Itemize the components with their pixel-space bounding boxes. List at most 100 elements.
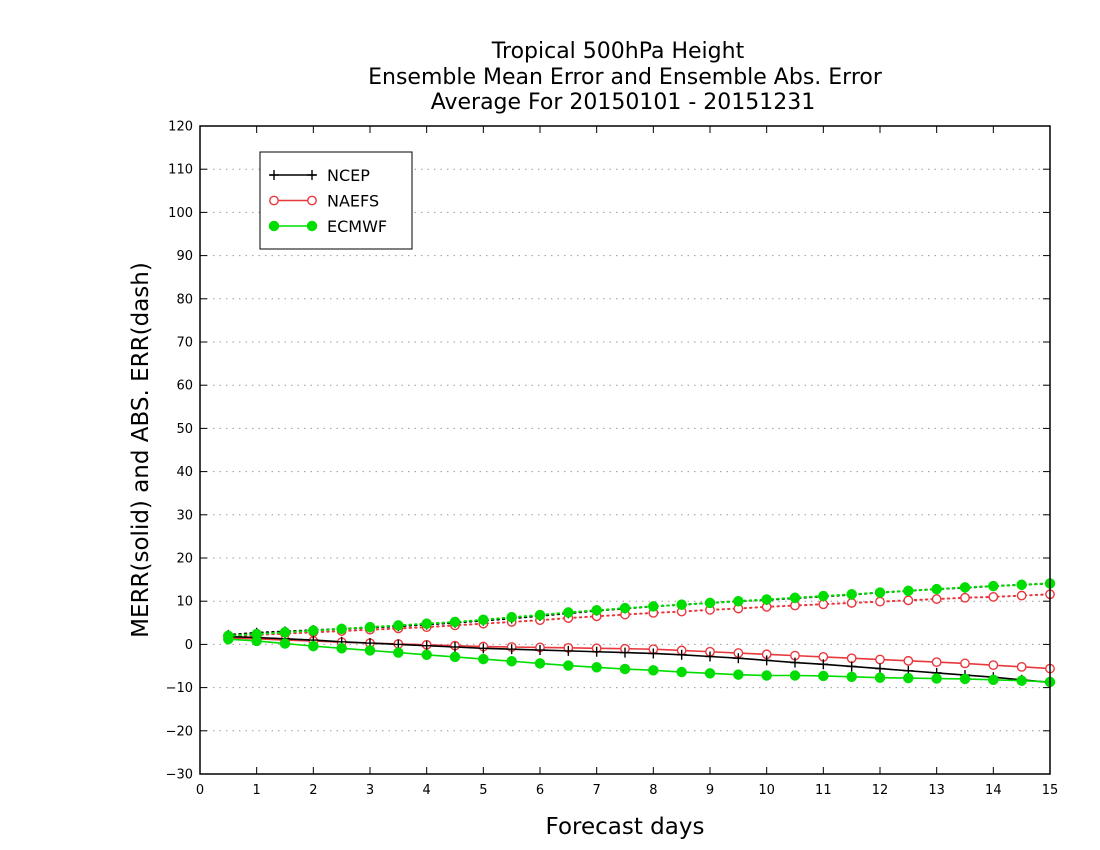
legend-naefs-label: NAEFS: [327, 192, 379, 211]
series-ecmwf-merr-point: [789, 670, 801, 681]
series-ecmwf-merr-point: [449, 651, 461, 663]
series-naefs-abserr-point: [1016, 590, 1027, 601]
series-ecmwf-merr-point: [223, 633, 234, 645]
x-tick-label: 15: [1042, 783, 1059, 798]
series-ecmwf-merr-line: [228, 638, 1051, 683]
series-ecmwf-abserr-point: [676, 599, 687, 610]
series-ncep-abserr-line: [227, 582, 1051, 636]
x-tick-label: 6: [536, 783, 544, 798]
series-ecmwf-abserr-point: [619, 602, 631, 614]
legend-ncep-marker-left: [269, 170, 279, 180]
series-ecmwf-abserr-point: [563, 607, 574, 618]
legend-ncep-label: NCEP: [327, 166, 370, 185]
y-tick-label: −20: [166, 724, 193, 739]
series-naefs-merr-point: [1016, 661, 1027, 672]
series-naefs-abserr-line: [227, 593, 1051, 638]
series-ncep-merr-point: [506, 644, 517, 655]
legend-naefs-marker-left: [269, 195, 279, 206]
y-tick-label: 20: [176, 552, 193, 567]
legend-naefs-marker-right: [307, 195, 317, 206]
series-naefs-abserr-point: [931, 594, 942, 604]
y-tick-label: 120: [168, 120, 193, 135]
x-tick-label: 11: [815, 783, 832, 798]
series-ecmwf-abserr-point: [1016, 579, 1027, 591]
legend-ecmwf-label: ECMWF: [327, 217, 387, 236]
series-markers: [223, 578, 1056, 688]
x-tick-label: 4: [423, 783, 431, 798]
y-tick-label: −30: [166, 768, 193, 783]
series-ecmwf-abserr-point: [449, 616, 461, 628]
chart-title-line-1: Tropical 500hPa Height: [491, 39, 745, 64]
y-tick-label: 110: [168, 163, 193, 178]
series-ecmwf-merr-point: [421, 649, 432, 661]
series-ncep-merr-point: [846, 661, 857, 672]
series-naefs-merr-point: [960, 658, 970, 669]
series-ecmwf-merr-point: [846, 671, 857, 683]
x-tick-label: 1: [253, 783, 261, 798]
series-ecmwf-merr-point: [393, 647, 404, 658]
series-ncep-merr-point: [620, 647, 630, 658]
series-ecmwf-merr-point: [704, 668, 716, 679]
series-ecmwf-abserr-line: [227, 582, 1051, 637]
series-ecmwf-abserr-point: [761, 594, 772, 605]
series-ncep-merr-point: [790, 657, 800, 668]
series-ecmwf-merr-point: [874, 672, 886, 683]
y-tick-label: −10: [166, 681, 193, 696]
series-ecmwf-merr-point: [676, 666, 687, 678]
series-ecmwf-merr-point: [279, 638, 291, 649]
series-naefs-merr-point: [875, 654, 885, 665]
series-ecmwf-abserr-point: [818, 590, 829, 602]
series-ncep-merr-point: [818, 659, 829, 670]
series-ncep-merr-point: [591, 646, 602, 657]
series-ecmwf-abserr-point: [506, 611, 517, 623]
series-ecmwf-abserr-point: [931, 583, 942, 595]
series-naefs-abserr-point: [846, 598, 857, 608]
series-ncep-merr-point: [761, 655, 772, 666]
series-ncep-merr-point: [563, 645, 574, 656]
x-tick-label: 13: [928, 783, 945, 798]
y-tick-label: 90: [176, 249, 193, 264]
series-naefs-merr-point: [931, 657, 942, 668]
x-tick-label: 2: [309, 783, 317, 798]
series-ecmwf-abserr-point: [648, 601, 659, 612]
series-ecmwf-merr-point: [733, 669, 744, 680]
series-ecmwf-merr-point: [818, 670, 829, 682]
series-ecmwf-merr-point: [1016, 675, 1027, 686]
legend-ecmwf-marker-left: [268, 220, 280, 232]
y-tick-label: 0: [185, 638, 193, 653]
series-ecmwf-abserr-point: [988, 580, 999, 592]
x-tick-label: 0: [196, 783, 204, 798]
series-naefs-merr-point: [988, 660, 999, 671]
series-ecmwf-abserr-point: [704, 597, 716, 609]
series-ecmwf-merr-point: [364, 645, 376, 656]
y-tick-label: 70: [176, 336, 193, 351]
y-tick-label: 30: [176, 508, 193, 523]
series-ecmwf-merr-point: [988, 674, 999, 686]
y-tick-label: 50: [176, 422, 193, 437]
y-axis-label: MERR(solid) and ABS. ERR(dash): [128, 262, 154, 638]
series-ecmwf-abserr-point: [364, 621, 376, 633]
series-ecmwf-abserr-point: [874, 587, 886, 598]
series-naefs-abserr-point: [988, 591, 999, 602]
series-ecmwf-abserr-point: [903, 585, 914, 597]
series-ncep-merr-line: [228, 635, 1051, 684]
legend-ecmwf-marker-right: [306, 220, 318, 232]
series-ecmwf-merr-point: [591, 662, 602, 673]
series-ecmwf-abserr-point: [591, 605, 602, 616]
series-ncep-merr-point: [478, 643, 489, 654]
series-naefs-abserr-point: [875, 596, 885, 607]
y-tick-label: 60: [176, 379, 193, 394]
series-ecmwf-merr-point: [903, 672, 914, 684]
series-ecmwf-abserr-point: [478, 614, 489, 626]
x-tick-label: 9: [706, 783, 714, 798]
series-ecmwf-merr-point: [506, 655, 517, 667]
series-ecmwf-merr-point: [308, 640, 319, 652]
series-ecmwf-abserr-point: [846, 589, 857, 600]
series-naefs-abserr-point: [903, 595, 914, 606]
series-ecmwf-abserr-point: [959, 582, 971, 593]
series-ecmwf-abserr-point: [308, 625, 319, 636]
series-ncep-merr-point: [676, 649, 687, 660]
series-ecmwf-abserr-point: [421, 618, 432, 629]
y-tick-label: 40: [176, 465, 193, 480]
